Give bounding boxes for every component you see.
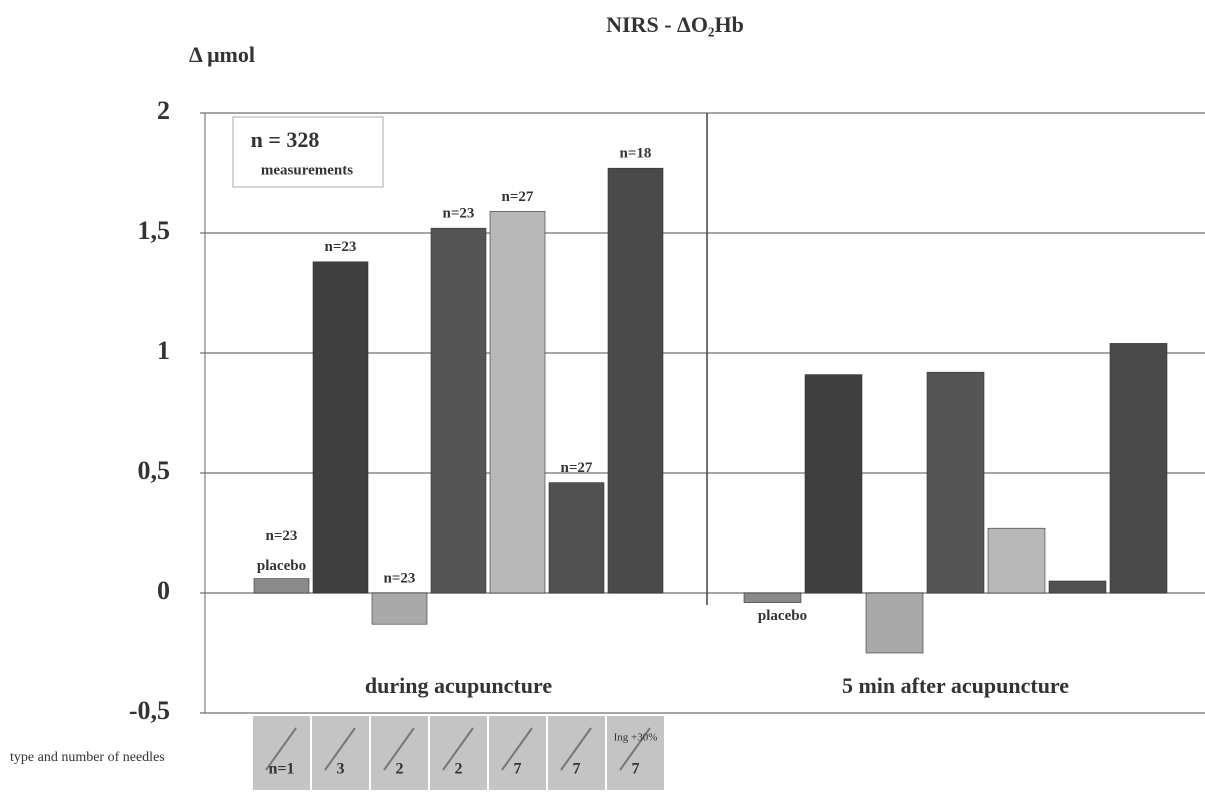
needle xyxy=(265,727,297,771)
y-tick-label: 0 xyxy=(157,576,170,605)
y-tick-label: -0,5 xyxy=(129,696,170,725)
needle xyxy=(560,727,592,771)
needle-box xyxy=(371,716,428,790)
bar xyxy=(804,374,863,594)
inset-count: n = 328 xyxy=(251,127,320,152)
inset-note: measurements xyxy=(261,162,353,178)
needle-box xyxy=(312,716,369,790)
bar xyxy=(312,261,369,594)
needle-label: 7 xyxy=(632,761,640,778)
n-label: n=23 xyxy=(325,239,357,255)
n-label: n=23 xyxy=(443,206,475,222)
n-label: n=18 xyxy=(620,146,652,162)
bar xyxy=(489,211,546,594)
needle xyxy=(501,727,533,771)
bar xyxy=(430,227,487,594)
needle xyxy=(619,727,651,771)
bar xyxy=(1048,580,1107,594)
needle-box xyxy=(548,716,605,790)
needle-box xyxy=(253,716,310,790)
needle-label: 3 xyxy=(337,761,345,778)
y-tick-label: 1,5 xyxy=(138,216,171,245)
chart-title: NIRS - ΔO₂Hb xyxy=(606,12,744,37)
needle xyxy=(442,727,474,771)
needle-note: Ing +30% xyxy=(614,732,658,744)
needle-box xyxy=(489,716,546,790)
n-label: n=23 xyxy=(266,528,298,544)
bar xyxy=(1109,343,1168,594)
needle-title: type and number of needles xyxy=(10,750,165,765)
n-label: n=27 xyxy=(561,460,593,476)
group-label: 5 min after acupuncture xyxy=(842,673,1069,698)
bar xyxy=(371,592,428,625)
bar xyxy=(926,371,985,594)
y-axis-label: Δ μmol xyxy=(189,42,255,67)
n-label: n=23 xyxy=(384,570,416,586)
bar xyxy=(865,592,924,654)
needle xyxy=(383,727,415,771)
bar-tag: placebo xyxy=(257,558,306,574)
bar xyxy=(253,578,310,594)
needle-label: 2 xyxy=(396,761,404,778)
group-label: during acupuncture xyxy=(365,673,552,698)
n-label: n=27 xyxy=(502,189,534,205)
needle xyxy=(324,727,356,771)
needle-label: 7 xyxy=(573,761,581,778)
bar xyxy=(743,592,802,603)
bar xyxy=(548,482,605,594)
needle-label: n=1 xyxy=(268,761,294,778)
inset-box xyxy=(232,116,384,188)
needle-box xyxy=(430,716,487,790)
y-tick-label: 1 xyxy=(157,336,170,365)
y-tick-label: 2 xyxy=(157,96,170,125)
needle-label: 7 xyxy=(514,761,522,778)
bar xyxy=(987,527,1046,594)
needle-box xyxy=(607,716,664,790)
needle-label: 2 xyxy=(455,761,463,778)
bar-tag: placebo xyxy=(758,608,807,624)
bar xyxy=(607,167,664,594)
y-tick-label: 0,5 xyxy=(138,456,171,485)
